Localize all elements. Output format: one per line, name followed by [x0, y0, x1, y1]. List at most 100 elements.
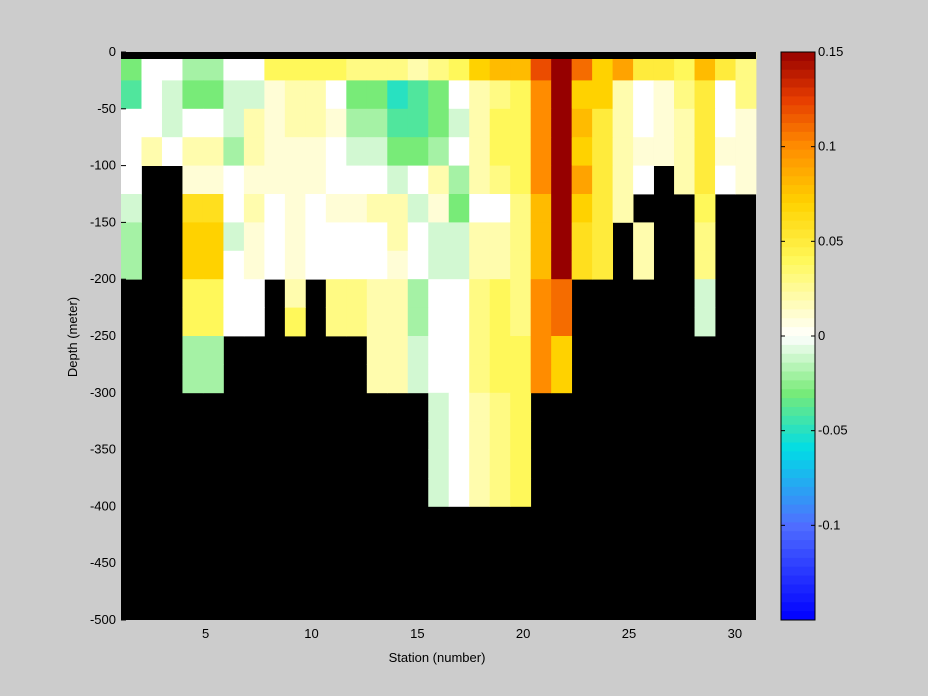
heatmap-cell [202, 307, 224, 337]
colorbar-band [781, 282, 815, 293]
heatmap-cell [387, 137, 409, 166]
x-tick-label: 20 [516, 626, 530, 641]
surface-band [121, 52, 756, 59]
heatmap-cell [325, 279, 347, 308]
heatmap-cell [121, 108, 142, 138]
colorbar-band [781, 167, 815, 177]
y-tick-label: -100 [90, 158, 116, 173]
heatmap-cell [571, 222, 593, 252]
heatmap-cell [448, 250, 470, 280]
heatmap-cell [407, 80, 429, 110]
heatmap-cell [284, 165, 306, 195]
heatmap-cell [489, 392, 511, 422]
heatmap-cell [612, 137, 634, 166]
heatmap-cell [469, 108, 491, 138]
heatmap-cell [469, 52, 491, 81]
heatmap-cell [284, 108, 306, 138]
heatmap-cell [305, 52, 327, 81]
heatmap-cell [141, 108, 163, 138]
heatmap-cell [551, 52, 573, 81]
heatmap-cell [510, 52, 532, 81]
colorbar-band [781, 202, 815, 213]
heatmap-cell [612, 194, 634, 223]
plot-area [121, 52, 757, 620]
heatmap-cell [510, 165, 532, 195]
heatmap-cell [469, 307, 491, 337]
heatmap-cell [612, 108, 634, 138]
heatmap-cell [346, 108, 368, 138]
heatmap-cell [653, 52, 675, 81]
colorbar-band [781, 96, 815, 106]
heatmap-cell [284, 250, 306, 280]
heatmap-cell [325, 307, 347, 337]
heatmap-cell [489, 250, 511, 280]
heatmap-cell [243, 222, 265, 252]
heatmap-cell [469, 80, 491, 110]
heatmap-cell [223, 165, 245, 195]
heatmap-cell [264, 222, 286, 252]
heatmap-cell [469, 222, 491, 252]
heatmap-cell [735, 52, 757, 81]
heatmap-cell [243, 165, 265, 195]
heatmap-cell [346, 137, 368, 166]
heatmap-cell [530, 250, 552, 280]
heatmap-cell [325, 80, 347, 110]
heatmap-cell [448, 137, 470, 166]
heatmap-cell [387, 108, 409, 138]
heatmap-cell [407, 250, 429, 280]
heatmap-cell [694, 80, 716, 110]
colorbar-tick-label: 0.15 [818, 44, 843, 59]
heatmap-cell [243, 80, 265, 110]
heatmap-cell [366, 137, 388, 166]
colorbar-band [781, 336, 815, 346]
colorbar: 0.15 0.1 0.05 0 -0.05 -0.1 [780, 44, 848, 621]
heatmap-cell [182, 52, 204, 81]
colorbar-band [781, 194, 815, 204]
heatmap-cell [694, 108, 716, 138]
colorbar-band [781, 69, 815, 80]
colorbar-band [781, 380, 815, 390]
heatmap-cell [182, 108, 204, 138]
heatmap-cell [305, 165, 327, 195]
heatmap-cell [510, 478, 532, 507]
heatmap-cell [448, 421, 470, 450]
heatmap-cell [366, 364, 388, 394]
heatmap-cell [448, 336, 470, 365]
y-tick-label: -200 [90, 271, 116, 286]
heatmap-cell [448, 392, 470, 422]
heatmap-cell [407, 279, 429, 308]
heatmap-cell [202, 194, 224, 223]
y-tick-label: -450 [90, 555, 116, 570]
heatmap-cell [551, 165, 573, 195]
heatmap-cell [141, 52, 163, 81]
y-tick-label: -50 [97, 101, 116, 116]
heatmap-cell [428, 392, 450, 422]
heatmap-cell [715, 80, 736, 110]
heatmap-cell [530, 194, 552, 223]
heatmap-cell [489, 421, 511, 450]
heatmap-cell [243, 52, 265, 81]
y-tick-label: -150 [90, 214, 116, 229]
heatmap-cell [428, 194, 450, 223]
colorbar-band [781, 140, 815, 151]
colorbar-band [781, 433, 815, 443]
x-tick-label: 5 [202, 626, 209, 641]
colorbar-band [781, 52, 815, 62]
heatmap-cell [510, 336, 532, 365]
colorbar-band [781, 504, 815, 514]
heatmap-cell [121, 250, 142, 280]
heatmap-cell [284, 80, 306, 110]
heatmap-cell [346, 222, 368, 252]
heatmap-cell [428, 137, 450, 166]
heatmap-cell [469, 279, 491, 308]
colorbar-band [781, 540, 815, 550]
heatmap-cell [202, 336, 224, 365]
colorbar-band [781, 185, 815, 195]
heatmap-cell [223, 222, 245, 252]
heatmap-cell [121, 194, 142, 223]
heatmap-cell [121, 80, 142, 110]
heatmap-cell [633, 137, 654, 166]
heatmap-cell [223, 80, 245, 110]
heatmap-cell [182, 137, 204, 166]
colorbar-band [781, 362, 815, 372]
